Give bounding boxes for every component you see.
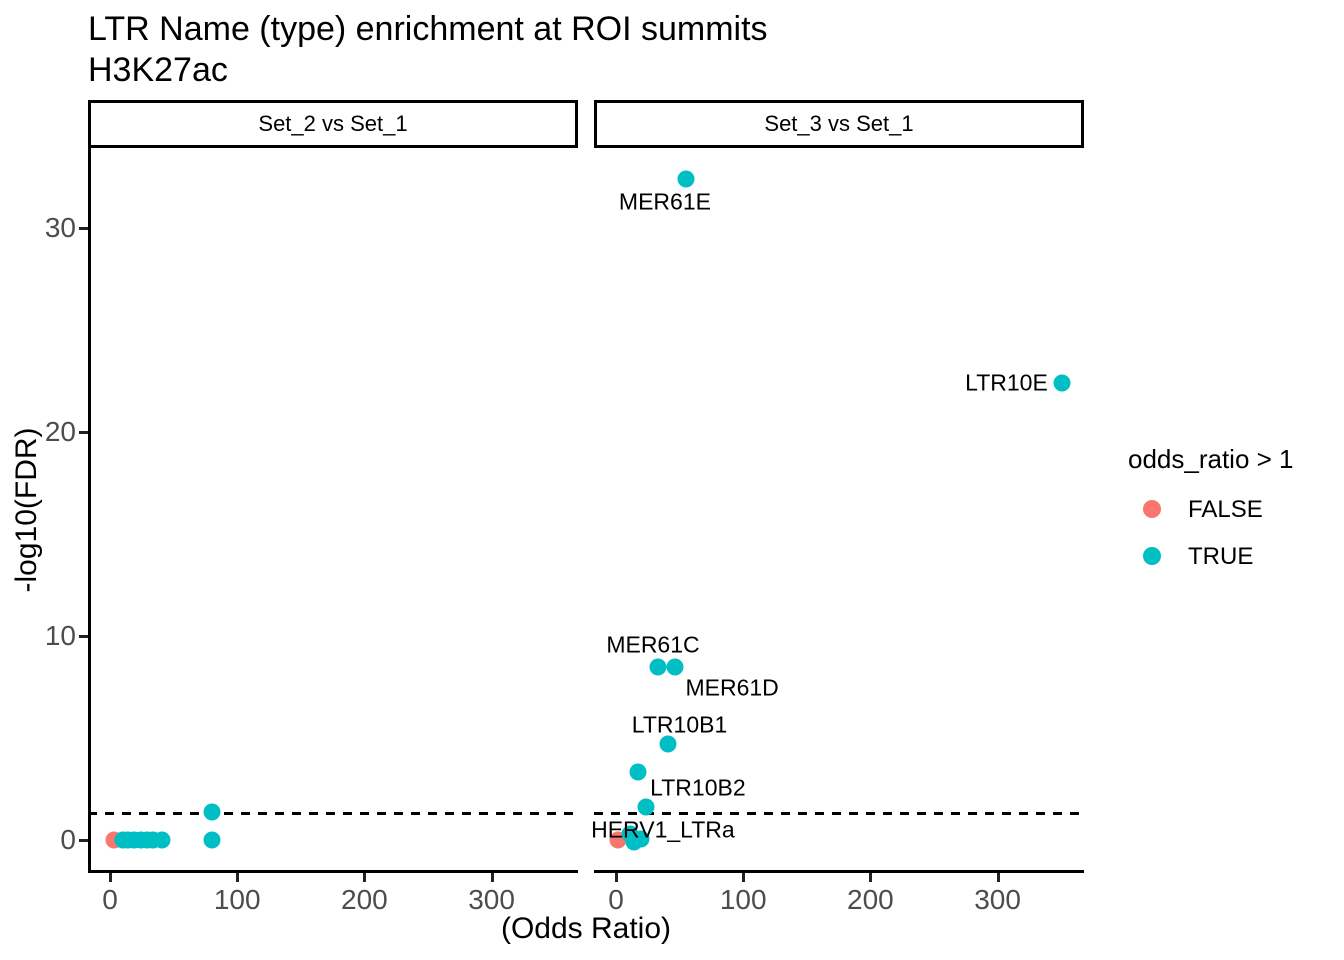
x-axis-line bbox=[594, 870, 1084, 873]
point-label-ltr10b1: LTR10B1 bbox=[631, 711, 728, 738]
plot-subtitle: H3K27ac bbox=[88, 51, 228, 89]
x-axis-tick bbox=[236, 873, 240, 882]
data-point-mer61c bbox=[649, 658, 667, 676]
data-point-mer61e bbox=[677, 170, 695, 188]
plot-title: LTR Name (type) enrichment at ROI summit… bbox=[88, 10, 768, 48]
facet-panel-set3-vs-set1: HERV1_LTRa LTR10B2 LTR10B1 MER61C MER61D MER6… bbox=[591, 148, 1084, 873]
significance-threshold-line bbox=[594, 812, 1084, 816]
legend-true-swatch bbox=[1143, 547, 1161, 565]
x-axis-tick bbox=[363, 873, 367, 882]
x-axis-tick-label: 200 bbox=[341, 884, 388, 915]
x-axis-tick bbox=[109, 873, 112, 882]
x-axis-tick bbox=[615, 873, 618, 882]
x-axis-tick-label: 300 bbox=[974, 884, 1021, 915]
legend-true-label: TRUE bbox=[1188, 543, 1254, 570]
x-axis-tick-label: 100 bbox=[719, 884, 767, 915]
y-axis-tick-label: 30 bbox=[44, 212, 76, 243]
x-axis-tick-label: 0 bbox=[102, 884, 118, 915]
data-point-mer61d bbox=[666, 658, 684, 676]
x-axis-tick bbox=[742, 873, 746, 882]
data-point bbox=[632, 830, 650, 848]
x-axis-title: (Odds Ratio) bbox=[500, 912, 672, 945]
y-axis-tick bbox=[79, 635, 88, 638]
point-label-ltr10b2: LTR10B2 bbox=[650, 774, 746, 801]
facet-strip-set3-vs-set1: Set_3 vs Set_1 bbox=[594, 100, 1084, 148]
data-point bbox=[203, 803, 221, 821]
x-axis-tick-label: 200 bbox=[847, 884, 894, 915]
y-axis-tick-label: 20 bbox=[44, 416, 76, 447]
x-axis-tick bbox=[869, 873, 873, 882]
data-point-ltr10b1 bbox=[659, 735, 677, 753]
data-point bbox=[203, 831, 221, 849]
y-axis-tick bbox=[79, 839, 88, 842]
y-axis-tick-label: 0 bbox=[60, 824, 76, 855]
data-point-ltr10b2 bbox=[637, 798, 655, 816]
x-axis-tick-label: 0 bbox=[608, 884, 624, 915]
y-axis-tick bbox=[79, 227, 88, 230]
y-axis-title: -log10(FDR) bbox=[10, 427, 43, 593]
data-point-ltr10e bbox=[1053, 374, 1071, 392]
legend-false-label: FALSE bbox=[1188, 496, 1263, 523]
y-axis-tick bbox=[79, 431, 88, 434]
legend-title: odds_ratio > 1 bbox=[1128, 444, 1294, 474]
y-axis-line bbox=[88, 148, 91, 873]
legend-false-swatch bbox=[1143, 500, 1161, 518]
facet-strip-set2-vs-set1: Set_2 vs Set_1 bbox=[88, 100, 578, 148]
point-label-ltr10e: LTR10E bbox=[965, 369, 1048, 396]
point-label-herv1_ltra: HERV1_LTRa bbox=[591, 816, 735, 843]
data-point bbox=[153, 831, 171, 849]
x-axis-line bbox=[88, 870, 578, 873]
facet-panel-set2-vs-set1 bbox=[88, 148, 578, 873]
x-axis-tick bbox=[996, 873, 1000, 882]
point-label-mer61d: MER61D bbox=[685, 674, 779, 701]
significance-threshold-line bbox=[88, 812, 578, 816]
x-axis-tick-label: 100 bbox=[213, 884, 261, 915]
point-label-mer61c: MER61C bbox=[606, 631, 700, 658]
x-axis-tick bbox=[490, 873, 494, 882]
point-label-mer61e: MER61E bbox=[618, 188, 711, 215]
data-point bbox=[629, 763, 647, 781]
y-axis-tick-label: 10 bbox=[44, 620, 76, 651]
x-axis-tick-label: 300 bbox=[468, 884, 515, 915]
